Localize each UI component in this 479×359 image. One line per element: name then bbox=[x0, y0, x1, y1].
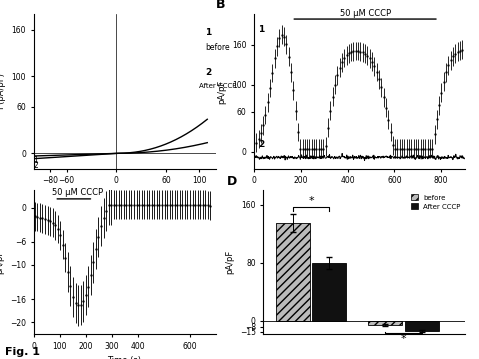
Bar bbox=[312, 263, 346, 321]
Text: B: B bbox=[216, 0, 226, 11]
Text: After CCCP: After CCCP bbox=[199, 83, 236, 89]
Text: 2: 2 bbox=[258, 140, 264, 149]
X-axis label: V (mV): V (mV) bbox=[110, 191, 139, 200]
Text: 1: 1 bbox=[258, 25, 264, 34]
Text: 50 μM CCCP: 50 μM CCCP bbox=[52, 188, 103, 197]
Text: Fig. 1: Fig. 1 bbox=[5, 347, 40, 357]
Legend: before, After CCCP: before, After CCCP bbox=[408, 192, 463, 213]
Text: D: D bbox=[227, 174, 238, 187]
Text: *: * bbox=[401, 334, 407, 344]
Bar bbox=[405, 321, 439, 331]
Text: 2: 2 bbox=[205, 68, 211, 78]
X-axis label: Time (s): Time (s) bbox=[108, 356, 141, 359]
Text: before: before bbox=[205, 43, 229, 52]
Y-axis label: I (pA/pF): I (pA/pF) bbox=[0, 74, 6, 109]
Bar bbox=[276, 223, 310, 321]
Text: 2: 2 bbox=[34, 161, 38, 170]
Y-axis label: pA/pF: pA/pF bbox=[0, 250, 4, 274]
Text: 1: 1 bbox=[34, 156, 38, 165]
Bar bbox=[368, 321, 402, 325]
X-axis label: Time (s): Time (s) bbox=[342, 191, 376, 200]
Y-axis label: pA/pF: pA/pF bbox=[225, 250, 234, 274]
Text: 50 μM CCCP: 50 μM CCCP bbox=[340, 9, 391, 18]
Text: *: * bbox=[308, 196, 314, 206]
Text: 1: 1 bbox=[205, 28, 211, 37]
Y-axis label: pA/pF: pA/pF bbox=[217, 79, 226, 104]
